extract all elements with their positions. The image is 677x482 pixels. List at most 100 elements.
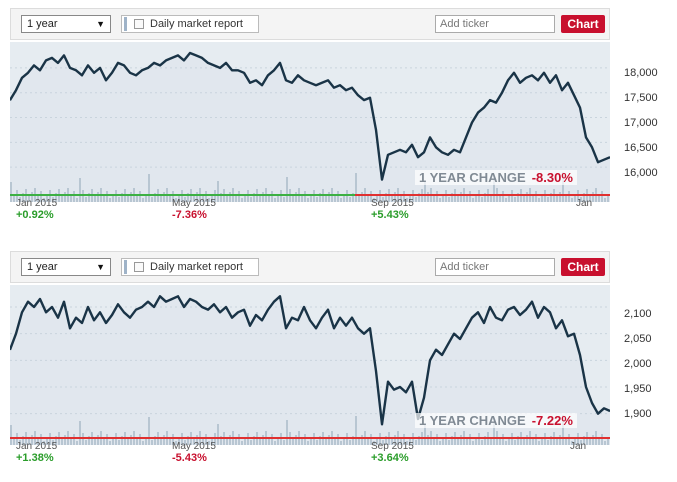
data-point (543, 72, 545, 74)
volume-bar (349, 197, 351, 202)
data-point (159, 295, 161, 297)
period-change: -7.36% (172, 209, 207, 221)
data-point (321, 317, 323, 319)
volume-bar (202, 438, 204, 445)
volume-bar (334, 438, 336, 445)
data-point (411, 381, 413, 383)
add-ticker-input[interactable] (435, 258, 555, 276)
data-point (375, 370, 377, 372)
volume-bar (163, 192, 165, 202)
volume-bar (559, 192, 561, 202)
volume-bar (523, 196, 525, 202)
volume-bar (79, 421, 81, 445)
data-point (609, 410, 610, 412)
volume-bar (502, 191, 504, 202)
y-tick-label: 17,000 (624, 117, 658, 129)
volume-bar (436, 434, 438, 445)
volume-bar (379, 433, 381, 445)
volume-bar (187, 193, 189, 202)
volume-bar (316, 440, 318, 445)
volume-bar (121, 193, 123, 202)
volume-bar (229, 192, 231, 202)
data-point (75, 317, 77, 319)
chart-button[interactable]: Chart (561, 15, 605, 33)
data-point (531, 74, 533, 76)
data-point (57, 317, 59, 319)
data-point (555, 74, 557, 76)
market-widget-dow: 1 year ▼ Daily market report Chart 18,00… (0, 8, 677, 230)
one-year-change: 1 YEAR CHANGE -7.22% (415, 413, 577, 428)
daily-report-toggle[interactable]: Daily market report (121, 258, 259, 276)
range-select[interactable]: 1 year ▼ (21, 15, 111, 33)
volume-bar (568, 434, 570, 445)
checkbox-icon[interactable] (134, 262, 144, 272)
data-point (249, 82, 251, 84)
data-point (393, 389, 395, 391)
volume-bar (403, 434, 405, 445)
volume-bar (583, 193, 585, 202)
volume-bar (394, 435, 396, 445)
data-point (429, 359, 431, 361)
data-point (585, 136, 587, 138)
line-chart (10, 42, 610, 202)
data-point (39, 69, 41, 71)
volume-bar (310, 437, 312, 445)
one-year-change: 1 YEAR CHANGE -8.30% (415, 170, 577, 185)
data-point (477, 111, 479, 114)
data-point (399, 386, 401, 388)
data-point (141, 306, 143, 308)
volume-bar (247, 190, 249, 202)
volume-bar (292, 439, 294, 445)
data-point (135, 74, 137, 76)
data-point (381, 423, 383, 425)
volume-bar (526, 192, 528, 202)
data-point (387, 381, 389, 383)
volume-bar (499, 438, 501, 445)
volume-bar (340, 198, 342, 202)
one-year-change-value: -7.22% (531, 413, 573, 428)
data-point (369, 327, 371, 329)
volume-bar (241, 198, 243, 202)
data-point (357, 94, 359, 96)
volume-bar (112, 194, 114, 202)
volume-bar (283, 197, 285, 202)
data-point (405, 151, 407, 153)
volume-bar (409, 194, 411, 202)
volume-bar (244, 437, 246, 445)
chevron-down-icon: ▼ (96, 19, 105, 29)
data-point (129, 317, 131, 319)
volume-bar (541, 437, 543, 445)
volume-bar (85, 197, 87, 202)
chart-button[interactable]: Chart (561, 258, 605, 276)
data-point (15, 89, 17, 91)
data-point (255, 314, 257, 316)
volume-bar (379, 190, 381, 202)
volume-bar (136, 195, 138, 202)
data-point (309, 319, 311, 321)
volume-bar (226, 439, 228, 445)
volume-bar (517, 193, 519, 202)
volume-bar (337, 434, 339, 445)
volume-bar (142, 441, 144, 445)
add-ticker-input[interactable] (435, 15, 555, 33)
volume-bar (556, 439, 558, 445)
data-point (285, 79, 287, 81)
data-point (351, 87, 353, 89)
x-axis-label: Sep 2015 (371, 198, 414, 209)
daily-report-toggle[interactable]: Daily market report (121, 15, 259, 33)
period-change: +3.64% (371, 452, 409, 464)
volume-bar (10, 182, 12, 202)
range-select[interactable]: 1 year ▼ (21, 258, 111, 276)
volume-bar (193, 196, 195, 202)
volume-bar (88, 436, 90, 445)
volume-bar (472, 198, 474, 202)
volume-bar (115, 433, 117, 445)
data-point (555, 327, 557, 329)
checkbox-icon[interactable] (134, 19, 144, 29)
volume-bar (220, 193, 222, 202)
volume-bar (277, 194, 279, 202)
data-point (195, 301, 197, 303)
data-point (597, 413, 599, 415)
data-point (345, 89, 347, 91)
volume-bar (442, 437, 444, 445)
